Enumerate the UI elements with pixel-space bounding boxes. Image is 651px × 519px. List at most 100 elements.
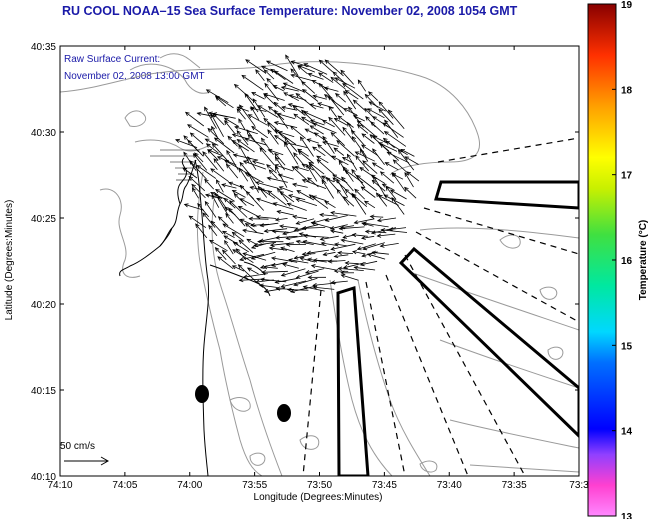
current-vector-head — [287, 103, 293, 108]
current-vector — [238, 240, 254, 253]
current-vector-head — [354, 151, 360, 156]
current-vector-head — [322, 140, 327, 145]
current-vector-head — [191, 187, 196, 193]
current-vector-head — [293, 227, 299, 232]
current-vector — [232, 190, 246, 198]
current-vector-head — [189, 132, 195, 137]
current-vector-head — [381, 183, 387, 188]
current-vector-head — [244, 92, 249, 98]
current-vector — [215, 247, 227, 260]
current-vector — [212, 113, 225, 126]
current-vector — [343, 91, 357, 110]
current-vector-head — [259, 277, 265, 282]
current-vector — [191, 184, 206, 199]
current-vector-head — [211, 125, 216, 131]
current-vector-head — [306, 163, 311, 169]
current-vector — [385, 186, 397, 200]
current-vector-head — [311, 80, 317, 85]
current-vector-head — [194, 152, 199, 158]
current-vector-head — [369, 214, 375, 219]
current-vector-head — [333, 117, 339, 122]
current-vector — [239, 104, 256, 127]
current-vector-head — [356, 246, 362, 251]
current-vector — [303, 63, 328, 75]
current-vector — [187, 140, 204, 157]
current-vector-head — [301, 252, 307, 257]
current-vector — [378, 108, 394, 125]
current-vector — [209, 239, 228, 252]
current-vector-head — [312, 122, 318, 127]
current-vector — [370, 121, 385, 135]
current-vector — [303, 111, 325, 122]
current-vector — [232, 231, 245, 242]
current-vector-head — [361, 133, 367, 138]
current-vector — [182, 167, 198, 179]
current-vector — [277, 210, 295, 216]
transect-polygons — [336, 180, 579, 476]
colorbar-tick-label: 13 — [621, 512, 633, 519]
current-vector — [302, 89, 319, 102]
current-vector-head — [266, 164, 271, 169]
current-vector-head — [293, 282, 299, 287]
colorbar-tick-label: 14 — [621, 427, 633, 438]
current-vector — [275, 277, 298, 283]
current-vector — [351, 136, 367, 157]
current-vector — [352, 193, 368, 208]
current-vector-head — [210, 168, 215, 173]
current-vector-head — [385, 140, 390, 146]
current-vector-head — [306, 250, 312, 255]
current-vector-head — [348, 106, 353, 112]
current-vector-head — [202, 212, 207, 218]
current-vector-head — [344, 188, 350, 194]
current-vector-head — [364, 93, 370, 99]
mooring-marker-west — [195, 385, 209, 403]
colorbar-tick-label: 18 — [621, 85, 633, 96]
current-vector — [298, 150, 315, 164]
current-vector-head — [356, 124, 362, 129]
current-vector — [197, 203, 210, 218]
current-vector-head — [251, 125, 256, 131]
current-vector — [341, 274, 359, 281]
current-vector — [290, 125, 306, 139]
current-vector — [387, 151, 410, 164]
current-vector — [207, 149, 219, 161]
current-vector-head — [302, 239, 308, 244]
current-vector-head — [232, 153, 238, 158]
current-vector — [331, 243, 356, 250]
map-title: RU COOL NOAA–15 Sea Surface Temperature:… — [62, 4, 518, 18]
current-vector-head — [188, 160, 194, 165]
colorbar-tick-label: 16 — [621, 256, 633, 267]
current-vector — [232, 140, 250, 152]
current-vector — [293, 277, 318, 286]
current-vector — [285, 54, 299, 77]
current-vector-head — [286, 287, 292, 292]
current-vector-head — [320, 175, 326, 180]
current-vector-head — [290, 125, 295, 130]
current-vector-head — [238, 167, 243, 173]
current-vector-head — [307, 177, 312, 182]
current-vector — [272, 230, 289, 233]
current-vector — [318, 72, 334, 83]
current-vector — [320, 235, 339, 240]
current-vector-head — [238, 144, 243, 150]
current-vector-head — [332, 71, 338, 77]
current-vector-head — [257, 239, 262, 244]
current-vector — [248, 114, 268, 126]
current-vector-head — [304, 269, 310, 275]
current-vector-head — [304, 128, 310, 133]
current-vector-head — [383, 194, 389, 199]
coastline — [119, 157, 271, 476]
current-vector — [380, 171, 395, 184]
current-vector-head — [333, 254, 339, 259]
current-vector — [224, 120, 235, 134]
current-vector — [330, 77, 347, 90]
current-vector-head — [404, 156, 410, 161]
current-vector-head — [295, 239, 301, 244]
current-vector — [206, 143, 219, 154]
current-vector — [301, 110, 314, 122]
current-vector-head — [364, 229, 370, 234]
current-vector-head — [223, 117, 229, 122]
current-vector-head — [323, 94, 329, 99]
current-vector — [364, 200, 376, 209]
current-vector — [292, 183, 308, 188]
